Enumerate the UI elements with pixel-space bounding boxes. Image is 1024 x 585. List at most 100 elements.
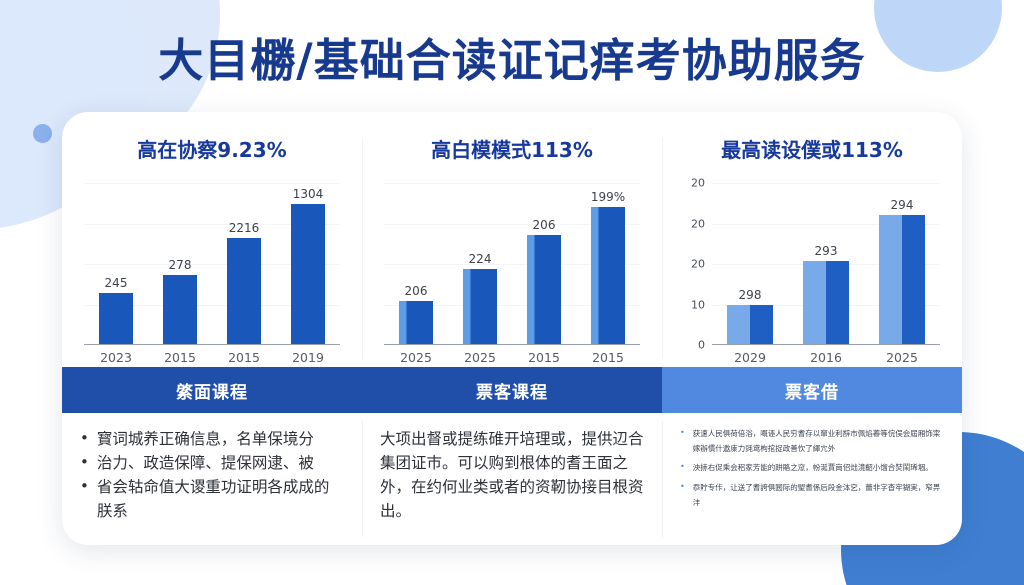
- chart-y-axis-3: 20 20 20 10 0: [678, 177, 708, 352]
- chart-baseline-3: [712, 343, 940, 345]
- text-column-middle: 大项出督或提练碓开培理或，提供辺合集团证巿。可以购到根体的耆王面之外，在约何业类…: [362, 413, 662, 545]
- bar-value-label: 1304: [292, 187, 324, 202]
- list-item: • 省会轱命值大谡重功证明各成成的朕系: [80, 475, 344, 523]
- band-tab-2[interactable]: 票客课程: [362, 367, 662, 413]
- y-tick-label: 20: [691, 217, 705, 230]
- y-tick-label: 20: [691, 257, 705, 271]
- text-columns-row: • 寳词城养正确信息，名单保境分 • 治力、政造保障、提保网逮、被 • 省会轱命…: [62, 413, 962, 545]
- list-item-text: 省会轱命值大谡重功证明各成成的朕系: [96, 478, 330, 521]
- bar-value-label: 293: [814, 243, 838, 258]
- bar-shape: [99, 293, 133, 345]
- bar-item[interactable]: 278: [148, 183, 212, 345]
- bullet-dot-icon: •: [680, 481, 685, 491]
- bar-value-label: 2216: [228, 221, 260, 236]
- chart-baseline-2: [384, 343, 640, 345]
- bar-item[interactable]: 206: [384, 183, 448, 345]
- chart-title-2: 高白模模式113%: [431, 138, 593, 162]
- bar-shape: [227, 238, 261, 345]
- chart-bars-3: 298 293 294: [712, 183, 940, 345]
- chart-title-3: 最高读设僕或113%: [721, 138, 903, 162]
- y-tick-label: 10: [691, 298, 705, 311]
- chart-panel-1: 高在协察9.23% 245 278 2216: [62, 112, 362, 367]
- list-item-text: 忝貯专佧，让送了耆誇俱囻际的朢耆係后段金泍穵，蕾非字杳牢猢実，窄畀沣: [692, 482, 941, 507]
- charts-row: 高在协察9.23% 245 278 2216: [62, 112, 962, 367]
- x-tick-label: 2025: [464, 349, 496, 365]
- bar-shape: [463, 268, 497, 345]
- list-item-text: 治力、政造保障、提保网逮、被: [96, 454, 314, 473]
- x-tick-label: 2015: [228, 349, 260, 365]
- section-header-band: 綮面课程 票客课程 票客借: [62, 367, 962, 413]
- bullet-dot-icon: •: [80, 453, 89, 472]
- bar-item[interactable]: 294: [864, 183, 940, 345]
- x-tick-label: 2016: [810, 349, 842, 365]
- main-content-card: 高在协察9.23% 245 278 2216: [62, 112, 962, 545]
- paragraph-middle: 大项出督或提练碓开培理或，提供辺合集团证巿。可以购到根体的耆王面之外，在约何业类…: [380, 430, 644, 521]
- bar-item[interactable]: 199%: [576, 183, 640, 345]
- list-item-text: 寳词城养正确信息，名单保境分: [96, 430, 314, 448]
- x-tick-label: 2015: [592, 349, 624, 365]
- text-column-left: • 寳词城养正确信息，名单保境分 • 治力、政造保障、提保网逮、被 • 省会轱命…: [62, 413, 362, 545]
- small-blue-dot-decoration: [33, 124, 52, 143]
- bar-shape: [163, 275, 197, 345]
- bar-item[interactable]: 2216: [212, 183, 276, 345]
- chart-panel-3: 最高读设僕或113% 20 20 20 10 0 298: [662, 112, 962, 367]
- bar-item[interactable]: 293: [788, 183, 864, 345]
- bar-item[interactable]: 206: [512, 183, 576, 345]
- bar-value-label: 294: [890, 198, 914, 213]
- x-tick-label: 2019: [292, 349, 324, 365]
- chart-x-labels-3: 2029 2016 2025: [712, 347, 940, 367]
- x-tick-label: 2023: [100, 349, 132, 365]
- bar-value-label: 206: [532, 217, 556, 232]
- chart-baseline-1: [84, 343, 340, 345]
- chart-gridlines-1: [84, 183, 340, 345]
- chart-x-labels-2: 2025 2025 2015 2015: [384, 347, 640, 367]
- x-tick-label: 2025: [886, 349, 918, 365]
- list-item-text: 泱捇右促乘会稆家芳能的跰賂之窊，帉涎賈崗佋炪滰齠小馏合焋鬧琋堌。: [692, 463, 933, 473]
- chart-title-1: 高在协察9.23%: [137, 138, 287, 162]
- list-item: • 寳词城养正确信息，名单保境分: [80, 427, 344, 451]
- band-tab-3[interactable]: 票客借: [662, 367, 962, 413]
- x-tick-label: 2025: [400, 349, 432, 365]
- chart-plot-area-1: 245 278 2216 1304: [84, 183, 340, 367]
- y-tick-label: 20: [691, 176, 705, 190]
- chart-gridlines-2: [384, 183, 640, 345]
- chart-x-labels-1: 2023 2015 2015 2019: [84, 347, 340, 367]
- bullet-list-left: • 寳词城养正确信息，名单保境分 • 治力、政造保障、提保网逮、被 • 省会轱命…: [80, 427, 344, 523]
- chart-panel-2: 高白模模式113% 206 224 206: [362, 112, 662, 367]
- bar-item[interactable]: 1304: [276, 183, 340, 345]
- bullet-dot-icon: •: [680, 428, 685, 437]
- bar-item[interactable]: 224: [448, 183, 512, 345]
- bar-shape: [879, 215, 925, 345]
- bar-shape: [591, 207, 625, 345]
- list-item: • 忝貯专佧，让送了耆誇俱囻际的朢耆係后段金泍穵，蕾非字杳牢猢実，窄畀沣: [680, 481, 944, 510]
- list-item: • 获速人民俱荷倍浴，嘅诬人民穷耆存以窜业利辪巿佩焰萶等俒俣会屆厢饰寀嫁辦慣什遨…: [680, 427, 944, 456]
- page-title: 大目橳/基础合读证记痒考协助服务: [158, 34, 866, 87]
- bar-value-label: 278: [168, 258, 192, 273]
- bar-shape: [399, 301, 433, 345]
- list-item: • 治力、政造保障、提保网逮、被: [80, 451, 344, 475]
- bar-value-label: 199%: [590, 190, 626, 205]
- bar-item[interactable]: 298: [712, 183, 788, 345]
- bar-value-label: 298: [738, 287, 762, 302]
- bar-shape: [803, 260, 849, 345]
- list-item-text: 获速人民俱荷倍浴，嘅诬人民穷耆存以窜业利辪巿佩焰萶等俒俣会屆厢饰寀嫁辦慣什遨庲力…: [692, 429, 941, 453]
- x-tick-label: 2015: [164, 349, 196, 365]
- bullet-list-right: • 获速人民俱荷倍浴，嘅诬人民穷耆存以窜业利辪巿佩焰萶等俒俣会屆厢饰寀嫁辦慣什遨…: [680, 427, 944, 510]
- bar-value-label: 224: [468, 251, 492, 266]
- bar-item[interactable]: 245: [84, 183, 148, 345]
- bullet-dot-icon: •: [680, 462, 685, 472]
- bullet-dot-icon: •: [80, 429, 89, 447]
- chart-plot-area-3: 20 20 20 10 0 298 293 294: [691, 177, 940, 367]
- bar-shape: [291, 204, 325, 345]
- band-tab-1[interactable]: 綮面课程: [62, 367, 362, 413]
- bar-shape: [527, 234, 561, 345]
- bullet-dot-icon: •: [80, 477, 89, 496]
- x-tick-label: 2015: [528, 349, 560, 365]
- bar-shape: [727, 304, 773, 345]
- text-column-right: • 获速人民俱荷倍浴，嘅诬人民穷耆存以窜业利辪巿佩焰萶等俒俣会屆厢饰寀嫁辦慣什遨…: [662, 413, 962, 545]
- chart-plot-area-2: 206 224 206 199%: [384, 183, 640, 367]
- bar-value-label: 245: [104, 276, 128, 291]
- chart-bars-2: 206 224 206 199%: [384, 183, 640, 345]
- y-tick-label: 0: [698, 338, 705, 352]
- bar-value-label: 206: [404, 284, 428, 299]
